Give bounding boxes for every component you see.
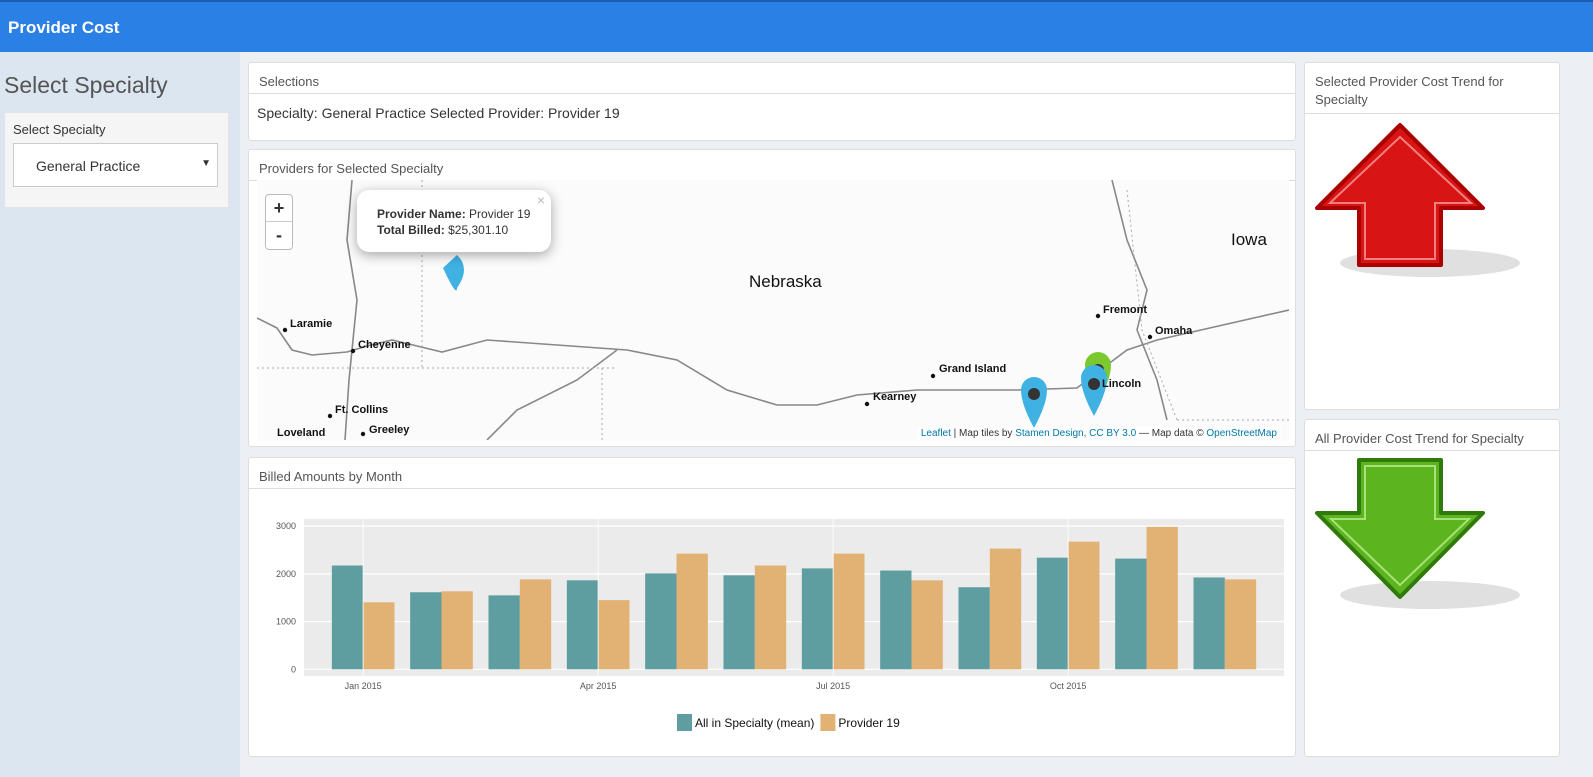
osm-link[interactable]: OpenStreetMap	[1206, 428, 1277, 439]
bar-specialty-mean	[958, 587, 990, 670]
popup-billed-label: Total Billed:	[377, 223, 445, 237]
sidebar-heading: Select Specialty	[4, 72, 168, 98]
city-label: Laramie	[290, 318, 333, 330]
legend-label: Provider 19	[838, 716, 900, 730]
bar-provider	[989, 548, 1022, 670]
bar-specialty-mean	[801, 568, 834, 670]
close-icon[interactable]: ×	[536, 192, 545, 208]
bar-provider	[519, 579, 552, 670]
y-tick-label: 0	[291, 664, 296, 674]
city-label: Loveland	[277, 427, 326, 439]
x-tick-label: Jul 2015	[816, 681, 850, 691]
all-trend-panel: All Provider Cost Trend for Specialty	[1304, 419, 1560, 757]
selected-trend-panel: Selected Provider Cost Trend for Special…	[1304, 62, 1560, 410]
bar-specialty-mean	[566, 580, 599, 670]
bar-specialty-mean	[1036, 557, 1069, 670]
x-tick-label: Apr 2015	[580, 681, 617, 691]
arrow-up-red-icon	[1315, 123, 1520, 277]
specialty-select[interactable]: General Practice ▼	[13, 143, 218, 187]
map-attribution: Leaflet | Map tiles by Stamen Design, CC…	[916, 427, 1281, 440]
app-title: Provider Cost	[8, 18, 120, 37]
map-marker-blue[interactable]	[1081, 365, 1107, 416]
city-label: Fremont	[1103, 304, 1147, 316]
select-value: General Practice	[36, 158, 141, 174]
legend-swatch	[677, 714, 692, 731]
bar-provider	[833, 553, 865, 670]
bar-specialty-mean	[331, 565, 364, 670]
map-popup: × Provider Name: Provider 19 Total Bille…	[357, 190, 551, 252]
bar-provider	[676, 553, 708, 670]
zoom-out-button[interactable]: -	[276, 225, 282, 245]
map[interactable]: + - × Provider Name: Provider 19 Total Bi…	[257, 180, 1289, 440]
panel-title: Selections	[249, 63, 1295, 94]
attr-text: | Map tiles by	[950, 428, 1016, 439]
bar-provider	[754, 565, 787, 670]
state-label: Nebraska	[749, 272, 822, 291]
city-label: Ft. Collins	[335, 404, 389, 416]
selections-text: Specialty: General Practice Selected Pro…	[257, 105, 620, 121]
selections-panel: Selections Specialty: General Practice S…	[248, 62, 1296, 141]
city-label: Omaha	[1155, 325, 1193, 337]
panel-title: All Provider Cost Trend for Specialty	[1305, 420, 1559, 451]
bar-specialty-mean	[1115, 558, 1147, 670]
leaflet-link[interactable]: Leaflet	[920, 428, 951, 439]
popup-billed-value: $25,301.10	[448, 223, 509, 237]
x-tick-label: Jan 2015	[345, 681, 382, 691]
bar-specialty-mean	[410, 592, 442, 670]
x-tick-label: Oct 2015	[1050, 681, 1087, 691]
bar-specialty-mean	[880, 570, 912, 670]
bar-specialty-mean	[645, 573, 677, 670]
y-tick-label: 2000	[276, 569, 296, 579]
sidebar: Select Specialty Select Specialty Genera…	[0, 52, 240, 777]
zoom-control: + -	[265, 194, 293, 250]
y-tick-label: 1000	[276, 617, 296, 627]
stamen-link[interactable]: Stamen Design, CC BY 3.0	[1015, 428, 1137, 439]
select-label: Select Specialty	[13, 122, 106, 137]
caret-down-icon: ▼	[201, 158, 211, 169]
bar-specialty-mean	[488, 595, 520, 670]
legend-swatch	[820, 714, 836, 731]
chart-panel: Billed Amounts by Month 0 1000 2000 3000 Jan…	[248, 457, 1296, 757]
map-marker-blue[interactable]	[443, 255, 464, 291]
legend-label: All in Specialty (mean)	[695, 716, 814, 730]
attr-text: — Map data ©	[1136, 428, 1207, 439]
city-label: Cheyenne	[358, 339, 411, 351]
bar-specialty-mean	[723, 575, 755, 670]
city-label: Lincoln	[1102, 378, 1142, 390]
city-label: Kearney	[873, 391, 917, 403]
panel-title: Selected Provider Cost Trend for Special…	[1305, 63, 1559, 114]
specialty-box: Select Specialty General Practice ▼	[4, 112, 229, 208]
bar-specialty-mean	[1193, 577, 1225, 670]
bar-provider	[1146, 526, 1178, 670]
map-panel: Providers for Selected Specialty + - × Pr…	[248, 149, 1296, 447]
popup-name-value: Provider 19	[469, 207, 531, 221]
zoom-in-button[interactable]: +	[266, 195, 292, 222]
city-label: Greeley	[369, 424, 410, 436]
panel-title: Providers for Selected Specialty	[249, 150, 1295, 181]
bar-provider	[598, 600, 630, 670]
state-label: Iowa	[1231, 230, 1267, 249]
city-label: Grand Island	[939, 363, 1007, 375]
map-marker-blue[interactable]	[1021, 377, 1047, 428]
panel-title: Billed Amounts by Month	[249, 458, 1295, 489]
bar-provider	[441, 591, 473, 670]
popup-name-label: Provider Name:	[377, 207, 466, 221]
bar-provider	[911, 580, 943, 670]
bar-provider	[1068, 541, 1100, 670]
arrow-down-green-icon	[1315, 458, 1520, 609]
bar-chart: 0 1000 2000 3000 Jan 2015 Apr 2015 Jul 2015 Oct…	[276, 519, 1284, 731]
bar-provider	[1224, 579, 1257, 670]
header: Provider Cost	[0, 0, 1593, 52]
y-tick-label: 3000	[276, 521, 296, 531]
bar-provider	[363, 602, 395, 670]
